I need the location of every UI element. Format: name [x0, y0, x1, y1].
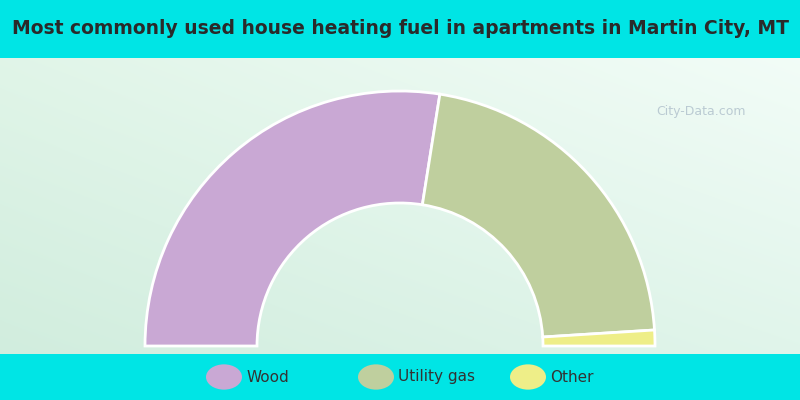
- Ellipse shape: [206, 364, 242, 390]
- Text: Wood: Wood: [246, 370, 289, 384]
- Text: City-Data.com: City-Data.com: [656, 105, 746, 118]
- Text: Utility gas: Utility gas: [398, 370, 475, 384]
- Wedge shape: [542, 330, 655, 346]
- Text: Most commonly used house heating fuel in apartments in Martin City, MT: Most commonly used house heating fuel in…: [11, 20, 789, 38]
- Ellipse shape: [358, 364, 394, 390]
- Wedge shape: [145, 91, 440, 346]
- Wedge shape: [422, 94, 654, 337]
- Ellipse shape: [510, 364, 546, 390]
- Text: Other: Other: [550, 370, 594, 384]
